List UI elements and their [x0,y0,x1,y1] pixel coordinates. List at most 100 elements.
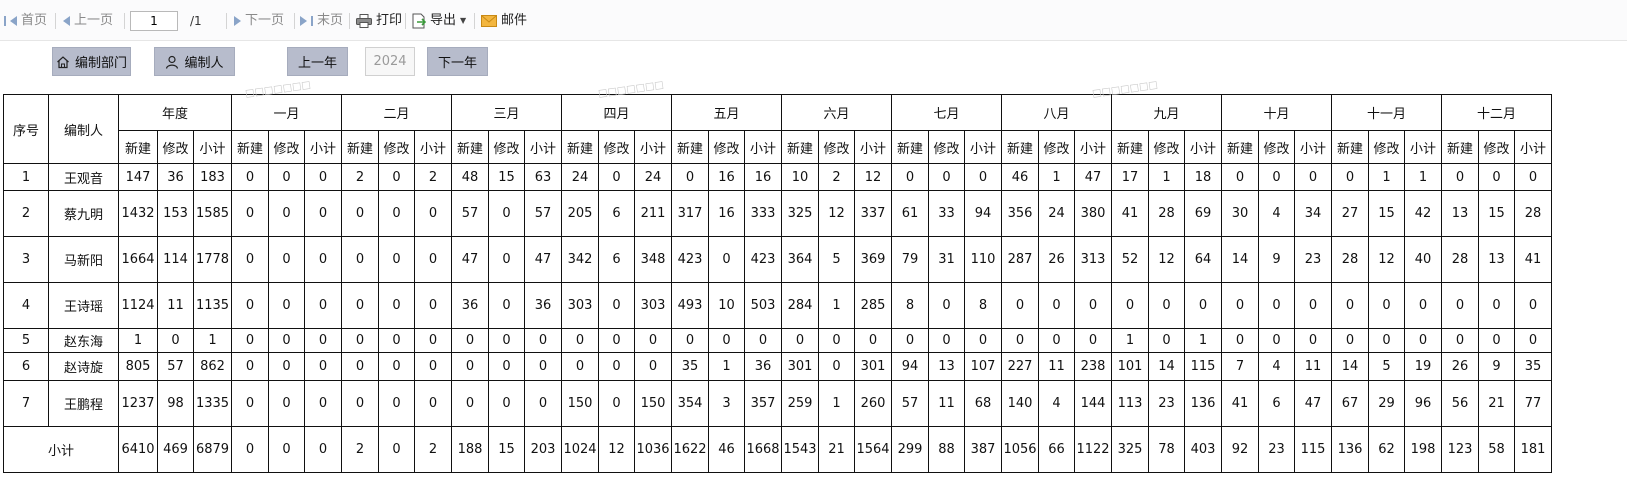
cell-value: 0 [268,380,305,427]
header-sub: 修改 [1478,130,1515,164]
cell-value: 1 [818,380,855,427]
cell-value: 0 [231,282,269,329]
mail-button[interactable]: 邮件 [481,11,527,31]
cell-value: 0 [1514,328,1552,353]
cell-value: 0 [634,352,672,381]
cell-value: 805 [118,352,158,381]
cell-value: 0 [598,328,635,353]
dept-filter-button[interactable]: 编制部门 [52,47,131,76]
cell-value: 0 [231,236,269,283]
next-year-button[interactable]: 下一年 [427,47,488,76]
home-icon [57,55,69,68]
cell-value: 0 [524,380,562,427]
cell-value: 0 [378,352,415,381]
header-sub: 小计 [1294,130,1332,164]
cell-value: 5 [818,236,855,283]
cell-value: 19 [1404,352,1442,381]
cell-person: 蔡九明 [48,190,119,237]
cell-value: 1 [1404,163,1442,191]
cell-value: 33 [928,190,965,237]
cell-value: 0 [561,328,599,353]
total-value: 46 [708,426,745,473]
cell-value: 147 [118,163,158,191]
cell-value: 4 [1258,190,1295,237]
cell-value: 13 [1478,236,1515,283]
export-button[interactable]: 导出 ▼ [412,11,466,31]
cell-value: 0 [488,190,525,237]
cell-value: 6 [1258,380,1295,427]
cell-value: 98 [157,380,194,427]
cell-value: 380 [1074,190,1112,237]
table-row: 2 蔡九明 1432 153 1585 0 0 0 0 0 0 57 0 57 205 6 211 317 16 33… [3,190,1552,237]
cell-value: 0 [1074,282,1112,329]
cell-value: 14 [1148,352,1185,381]
cell-value: 0 [1478,282,1515,329]
cell-value: 0 [414,380,452,427]
cell-value: 0 [1258,163,1295,191]
header-sub: 新建 [1441,130,1479,164]
total-value: 1564 [854,426,892,473]
person-filter-button[interactable]: 编制人 [154,47,235,76]
cell-value: 1 [1038,163,1075,191]
cell-value: 1 [818,282,855,329]
cell-value: 94 [964,190,1002,237]
prev-year-button[interactable]: 上一年 [287,47,348,76]
header-sub: 新建 [781,130,819,164]
cell-value: 0 [268,352,305,381]
cell-value: 0 [1368,282,1405,329]
cell-value: 342 [561,236,599,283]
total-value: 325 [1111,426,1149,473]
cell-value: 12 [818,190,855,237]
cell-value: 1 [708,352,745,381]
cell-value: 301 [781,352,819,381]
cell-seq: 7 [3,380,49,427]
prev-page-button[interactable]: 上一页 [63,11,113,31]
cell-value: 47 [1074,163,1112,191]
next-page-button[interactable]: 下一页 [234,11,284,31]
cell-value: 0 [598,380,635,427]
header-group: 二月 [341,94,452,131]
total-value: 23 [1258,426,1295,473]
cell-value: 11 [1038,352,1075,381]
page-number-input[interactable] [130,11,178,31]
cell-value: 0 [451,352,489,381]
cell-value: 150 [561,380,599,427]
cell-value: 5 [1368,352,1405,381]
cell-value: 503 [744,282,782,329]
cell-value: 0 [414,282,452,329]
header-sub: 新建 [1111,130,1149,164]
cell-value: 0 [818,328,855,353]
last-page-button[interactable]: 末页 [300,11,343,31]
cell-value: 0 [378,380,415,427]
cell-value: 0 [1404,328,1442,353]
cell-value: 0 [1441,163,1479,191]
cell-value: 1 [193,328,232,353]
cell-value: 0 [1331,163,1369,191]
header-sub: 小计 [414,130,452,164]
cell-value: 0 [451,380,489,427]
cell-value: 0 [488,236,525,283]
cell-value: 10 [781,163,819,191]
dropdown-caret-icon: ▼ [460,16,467,25]
cell-value: 354 [671,380,709,427]
header-sub: 新建 [1331,130,1369,164]
cell-value: 28 [1441,236,1479,283]
cell-value: 0 [231,352,269,381]
first-page-button[interactable]: 首页 [4,11,47,31]
cell-value: 0 [891,163,929,191]
print-button[interactable]: 打印 [356,11,402,31]
cell-value: 36 [157,163,194,191]
cell-value: 27 [1331,190,1369,237]
cell-value: 1135 [193,282,232,329]
cell-value: 0 [781,328,819,353]
cell-value: 0 [671,328,709,353]
cell-seq: 1 [3,163,49,191]
cell-value: 1 [1111,328,1149,353]
header-sub: 修改 [1038,130,1075,164]
cell-value: 94 [891,352,929,381]
header-group: 七月 [891,94,1002,131]
cell-value: 348 [634,236,672,283]
page-total: /1 [190,14,202,28]
cell-value: 1 [118,328,158,353]
cell-value: 8 [964,282,1002,329]
